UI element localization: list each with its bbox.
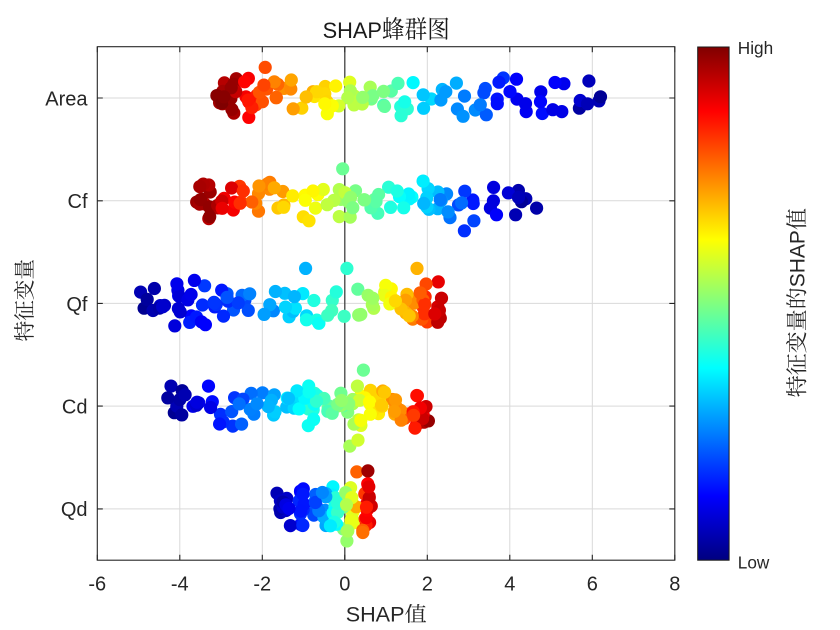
svg-text:SHAP: SHAP xyxy=(323,18,382,43)
svg-text:Qd: Qd xyxy=(61,499,88,521)
svg-text:Area: Area xyxy=(45,88,88,110)
svg-text:SHAP: SHAP xyxy=(346,601,405,626)
svg-text:0: 0 xyxy=(339,574,350,596)
svg-text:2: 2 xyxy=(422,574,433,596)
svg-text:4: 4 xyxy=(504,574,515,596)
svg-text:8: 8 xyxy=(669,574,680,596)
svg-text:-2: -2 xyxy=(253,574,271,596)
svg-text:SHAP: SHAP xyxy=(787,230,810,287)
svg-text:-4: -4 xyxy=(171,574,189,596)
svg-text:Qf: Qf xyxy=(66,294,88,316)
svg-text:Low: Low xyxy=(738,553,770,573)
svg-text:-6: -6 xyxy=(88,574,106,596)
svg-text:High: High xyxy=(738,38,773,58)
svg-text:6: 6 xyxy=(587,574,598,596)
svg-text:Cf: Cf xyxy=(68,191,88,213)
svg-text:Cd: Cd xyxy=(62,396,88,418)
